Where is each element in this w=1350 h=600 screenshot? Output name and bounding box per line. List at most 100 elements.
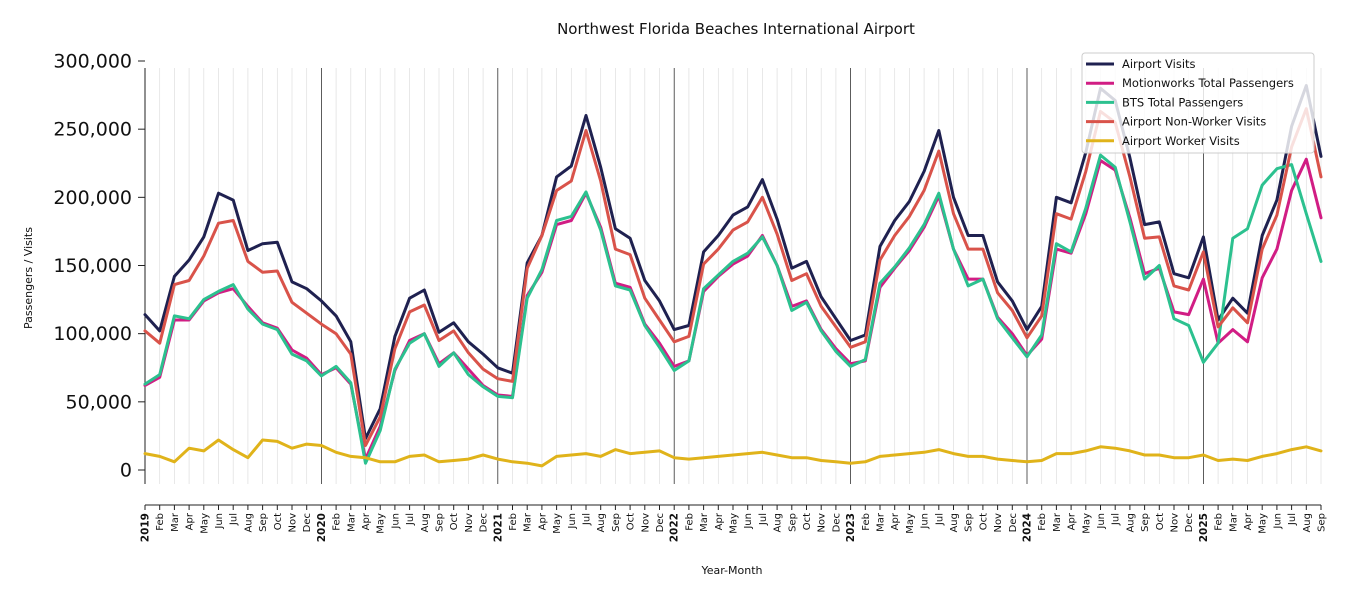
x-tick-label: May: [1258, 513, 1269, 534]
x-tick-label: Feb: [332, 513, 343, 531]
x-tick-label: Jul: [1287, 513, 1298, 526]
axes: 0 50,000 100,000 150,000 200,000 250,000 300,0…: [53, 51, 1327, 543]
x-tick-label: 2021: [492, 513, 504, 542]
x-tick-label: Nov: [993, 513, 1004, 533]
y-tick-label: 150,000: [53, 255, 132, 277]
x-tick-label: Feb: [508, 513, 519, 531]
legend-box: [1081, 52, 1315, 154]
x-tick-label: Aug: [1302, 513, 1313, 533]
x-tick-label: Aug: [949, 513, 960, 533]
x-tick-label: Oct: [449, 513, 460, 530]
x-tick-label: Feb: [684, 513, 695, 531]
x-tick-label: Aug: [1125, 513, 1136, 533]
legend-entry: Airport Non-Worker Visits: [1122, 115, 1266, 129]
x-tick-label: Oct: [978, 513, 989, 530]
x-tick-label: Jul: [934, 513, 945, 526]
x-tick-label: Mar: [699, 512, 710, 532]
x-tick-label: Oct: [626, 513, 637, 530]
series-line-airport-non-worker-visits: [143, 107, 1323, 447]
x-tick-label: 2023: [845, 513, 857, 542]
legend-entry: Motionworks Total Passengers: [1122, 76, 1294, 90]
x-tick-label: Nov: [640, 513, 651, 533]
x-tick-label: Sep: [1317, 513, 1328, 532]
legend-entry: BTS Total Passengers: [1122, 95, 1243, 109]
x-tick-label: Mar: [1052, 512, 1063, 532]
x-tick-label: May: [729, 513, 740, 534]
series-line-airport-worker-visits: [143, 438, 1323, 468]
x-tick-label: Jun: [214, 513, 225, 530]
x-tick-label: Jun: [1272, 513, 1283, 530]
x-tick-label: Jun: [920, 513, 931, 530]
x-tick-label: May: [1081, 513, 1092, 534]
x-tick-label: Apr: [1067, 512, 1078, 530]
x-tick-label: Aug: [420, 513, 431, 533]
x-tick-label: Oct: [802, 513, 813, 530]
x-tick-label: Nov: [817, 513, 828, 533]
x-tick-label: Sep: [258, 513, 269, 532]
x-tick-label: Jul: [758, 513, 769, 526]
x-tick-label: Mar: [346, 512, 357, 532]
x-tick-label: Jul: [1111, 513, 1122, 526]
x-tick-label: Nov: [1170, 513, 1181, 533]
y-tick-label: 100,000: [53, 323, 132, 345]
y-tick-label: 200,000: [53, 187, 132, 209]
x-tick-label: Sep: [964, 513, 975, 532]
y-tick-label: 0: [120, 460, 132, 482]
x-tick-label: Apr: [537, 512, 548, 530]
x-tick-label: Feb: [1214, 513, 1225, 531]
legend: Airport Visits Motionworks Total Passenge…: [1081, 52, 1315, 154]
series-line-bts-total-passengers: [143, 153, 1323, 465]
x-tick-label: Sep: [435, 513, 446, 532]
x-tick-label: Aug: [596, 513, 607, 533]
x-tick-label: Apr: [890, 512, 901, 530]
x-tick-label: Sep: [1140, 513, 1151, 532]
x-axis-label: Year-Month: [700, 564, 762, 577]
x-tick-label: May: [376, 513, 387, 534]
x-tick-label: Feb: [155, 513, 166, 531]
x-tick-label: Dec: [302, 513, 313, 532]
y-tick-label: 250,000: [53, 119, 132, 141]
x-tick-label: Jul: [405, 513, 416, 526]
x-tick-label: May: [552, 513, 563, 534]
x-tick-label: Dec: [831, 513, 842, 532]
legend-entry: Airport Worker Visits: [1122, 134, 1240, 148]
y-tick-label: 300,000: [53, 51, 132, 73]
x-tick-label: Mar: [523, 512, 534, 532]
x-tick-label: Jul: [229, 513, 240, 526]
x-tick-label: Nov: [288, 513, 299, 533]
x-tick-label: Dec: [1184, 513, 1195, 532]
x-tick-label: Mar: [170, 512, 181, 532]
x-tick-label: Jul: [582, 513, 593, 526]
x-tick-label: Apr: [1243, 512, 1254, 530]
x-tick-label: Feb: [1037, 513, 1048, 531]
x-tick-label: May: [199, 513, 210, 534]
x-tick-label: Sep: [787, 513, 798, 532]
x-tick-label: 2019: [140, 513, 152, 542]
x-tick-label: Oct: [1155, 513, 1166, 530]
legend-entry: Airport Visits: [1122, 57, 1196, 71]
x-tick-label: Dec: [655, 513, 666, 532]
x-tick-label: Apr: [361, 512, 372, 530]
x-tick-label: Aug: [773, 513, 784, 533]
x-tick-label: Jun: [390, 513, 401, 530]
x-tick-label: 2020: [316, 513, 328, 542]
x-tick-label: Nov: [464, 513, 475, 533]
x-tick-label: Sep: [611, 513, 622, 532]
x-tick-label: Oct: [273, 513, 284, 530]
x-tick-label: Jun: [1096, 513, 1107, 530]
x-tick-label: Jun: [567, 513, 578, 530]
x-tick-label: Jun: [743, 513, 754, 530]
x-tick-label: Mar: [876, 512, 887, 532]
x-tick-label: Feb: [861, 513, 872, 531]
gridlines: [144, 68, 1322, 484]
x-tick-label: 2022: [669, 513, 681, 542]
x-tick-label: Dec: [479, 513, 490, 532]
x-tick-label: Aug: [243, 513, 254, 533]
chart-title: Northwest Florida Beaches International …: [557, 20, 915, 38]
x-tick-label: Dec: [1008, 513, 1019, 532]
x-tick-label: 2025: [1198, 513, 1210, 542]
x-tick-label: Mar: [1228, 512, 1239, 532]
y-tick-label: 50,000: [66, 391, 132, 413]
x-tick-label: Apr: [714, 512, 725, 530]
